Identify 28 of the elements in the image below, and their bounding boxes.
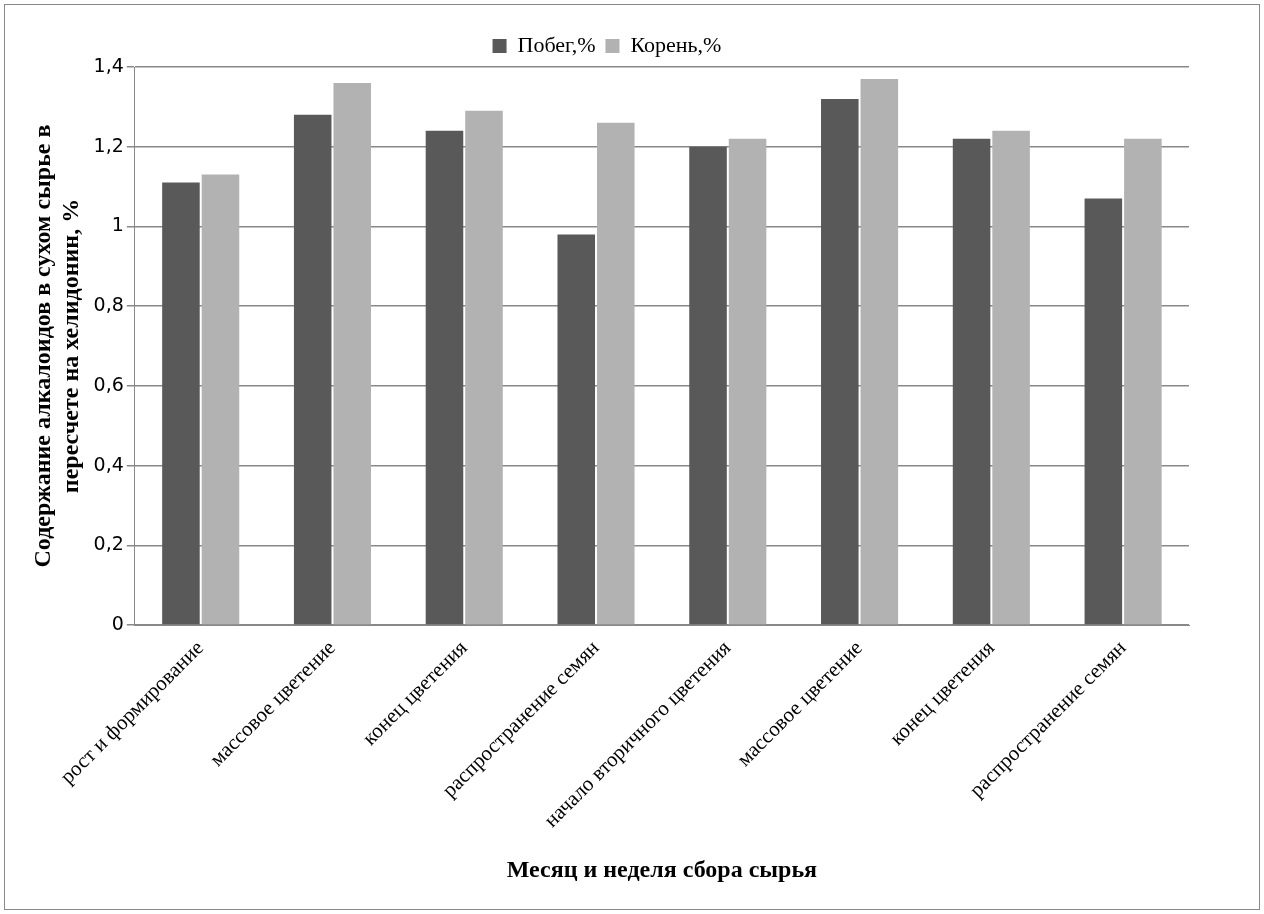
- bar: [465, 110, 503, 625]
- y-tick-label: 1,2: [93, 133, 124, 156]
- y-tick-label: 0,8: [93, 293, 124, 316]
- bar: [1084, 198, 1123, 625]
- bar: [992, 130, 1030, 625]
- y-tick-label: 0,6: [93, 372, 124, 395]
- y-tick-label: 0: [111, 611, 124, 634]
- bar: [425, 130, 464, 625]
- legend-label: Побег,%: [517, 31, 596, 57]
- bar: [728, 138, 767, 625]
- bar: [162, 182, 200, 625]
- bar: [689, 146, 727, 625]
- bar: [821, 98, 859, 625]
- bar: [860, 78, 899, 625]
- y-tick-label: 0,4: [93, 452, 124, 475]
- bar: [333, 82, 372, 625]
- y-tick-label: 0,2: [93, 532, 124, 555]
- bar: [557, 234, 596, 625]
- bar: [952, 138, 991, 625]
- bar: [293, 114, 332, 625]
- y-tick-label: 1: [111, 213, 124, 236]
- bar: [1124, 138, 1162, 625]
- x-axis-title: Месяц и неделя сбора сырья: [506, 855, 818, 882]
- legend-label: Корень,%: [630, 31, 722, 57]
- y-tick-label: 1,4: [93, 53, 124, 76]
- bar: [597, 122, 635, 625]
- bar: [201, 174, 240, 625]
- y-axis-title: Содержание алкалоидов в сухом сырье в пересчете на хелидонин, %: [28, 124, 84, 568]
